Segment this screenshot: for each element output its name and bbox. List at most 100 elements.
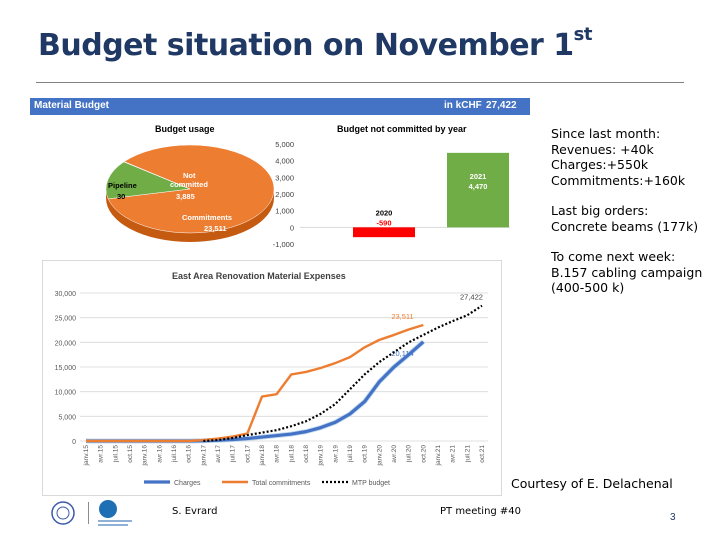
pie-slice — [123, 161, 191, 190]
x-tick-label: juil.17 — [230, 445, 237, 463]
bar-value-label: 4,470 — [469, 182, 488, 191]
east-area-expenses-line-chart: East Area Renovation Material Expenses 3… — [42, 260, 502, 496]
x-tick-label: avr.18 — [274, 445, 281, 463]
x-tick-label: oct.16 — [186, 445, 193, 463]
footer-author: S. Evrard — [172, 506, 218, 517]
en-logo-circle — [99, 500, 117, 518]
x-tick-label: janv.21 — [435, 445, 442, 467]
note-block-since-last-month: Since last month: Revenues: +40k Charges… — [551, 126, 716, 188]
pie-slice — [107, 144, 275, 234]
courtesy-credit: Courtesy of E. Delachenal — [511, 476, 673, 491]
note-line: To come next week: — [551, 249, 676, 264]
panel-header-total: 27,422 — [486, 100, 517, 111]
slide-title: Budget situation on November 1st — [38, 24, 592, 63]
x-tick-label: avr.19 — [332, 445, 339, 463]
panel-header-label: Material Budget — [34, 100, 110, 111]
legend-label: Total commitments — [252, 480, 311, 487]
x-tick-label: janv.20 — [376, 445, 383, 467]
budget-usage-pie-chart: Budget usage Commitments 23,511 Notcommitt… — [105, 124, 275, 242]
en-logo-subtitle-bar — [98, 520, 132, 522]
data-label: 27,422 — [460, 293, 483, 302]
bar-value-label: -590 — [376, 218, 391, 227]
note-line: Since last month: — [551, 126, 661, 141]
x-tick-label: avr.15 — [98, 445, 105, 463]
x-tick-label: avr.16 — [156, 445, 163, 463]
title-divider — [36, 82, 684, 83]
y-tick-label: 0 — [72, 439, 76, 446]
line-title: East Area Renovation Material Expenses — [172, 271, 346, 281]
note-line: (400-500 k) — [551, 280, 625, 295]
x-tick-label: avr.21 — [450, 445, 457, 463]
x-tick-label: juil.15 — [112, 445, 119, 463]
data-label: 20,114 — [391, 349, 413, 358]
slide-title-main: Budget situation on November 1 — [38, 28, 574, 63]
y-tick-label: 30,000 — [55, 291, 77, 298]
y-tick-label: 5,000 — [58, 414, 76, 421]
pie-label: 3,885 — [176, 192, 195, 201]
x-tick-label: oct.15 — [127, 445, 134, 463]
footer-logo-divider — [88, 502, 89, 524]
cern-logo-ring — [51, 501, 75, 525]
bar-y-tick-label: 1,000 — [275, 207, 294, 216]
x-tick-label: oct.17 — [244, 445, 251, 463]
cern-logo-inner — [56, 506, 70, 520]
legend-label: MTP budget — [352, 480, 390, 487]
notes-panel: Since last month: Revenues: +40k Charges… — [551, 126, 716, 311]
note-line: Last big orders: — [551, 203, 649, 218]
x-tick-label: oct.21 — [479, 445, 486, 463]
note-line: B.157 cabling campaign — [551, 264, 703, 280]
note-line: Revenues: +40k — [551, 141, 654, 157]
pie-title: Budget usage — [155, 124, 215, 134]
x-tick-label: oct.19 — [362, 445, 369, 463]
x-tick-label: janv.19 — [318, 445, 325, 467]
page-number: 3 — [670, 512, 676, 523]
pie-label: Not — [183, 171, 196, 180]
y-tick-label: 10,000 — [55, 390, 77, 397]
x-tick-label: avr.20 — [391, 445, 398, 463]
pie-label: 30 — [117, 192, 125, 201]
en-department-logo — [98, 500, 132, 526]
y-tick-label: 15,000 — [55, 365, 77, 372]
note-block-last-orders: Last big orders: Concrete beams (177k) — [551, 203, 716, 234]
x-tick-label: juil.21 — [464, 445, 471, 463]
x-tick-label: juil.20 — [406, 445, 413, 463]
bar-y-tick-label: 3,000 — [275, 173, 294, 182]
en-logo-subtitle-bar — [98, 524, 128, 526]
series-line — [203, 304, 483, 443]
pie-label: committed — [170, 180, 208, 189]
note-line: Charges:+550k — [551, 157, 649, 172]
x-tick-label: juil.18 — [288, 445, 295, 463]
slide-title-superscript: st — [573, 24, 593, 45]
bar-y-tick-label: -1,000 — [273, 240, 294, 248]
note-line: Commitments:+160k — [551, 172, 686, 188]
y-tick-label: 20,000 — [55, 340, 77, 347]
pie-label: Pipeline — [108, 181, 137, 190]
x-tick-label: janv.15 — [83, 445, 90, 467]
x-tick-label: oct.18 — [303, 445, 310, 463]
note-line: Concrete beams (177k) — [551, 218, 699, 234]
pie-label: Commitments — [182, 213, 232, 222]
cern-logo — [51, 501, 75, 525]
pie-slice — [105, 161, 191, 200]
x-tick-label: juil.16 — [171, 445, 178, 463]
footer-meeting: PT meeting #40 — [440, 506, 522, 517]
panel-header: Material Budget in kCHF 27,422 — [30, 98, 530, 115]
budget-not-committed-bar-chart: Budget not committed by year 5,000 4,000 3… — [273, 124, 510, 248]
data-label: 23,511 — [391, 312, 413, 321]
bar-category-label: 2021 — [470, 172, 487, 181]
pie-label: 23,511 — [204, 224, 227, 233]
note-block-next-week: To come next week: B.157 cabling campaig… — [551, 249, 716, 296]
bar — [447, 152, 509, 228]
bar-y-tick-label: 0 — [290, 223, 294, 232]
panel-header-unit: in kCHF — [444, 100, 482, 111]
bar-y-tick-label: 4,000 — [275, 157, 294, 166]
bar-y-tick-label: 5,000 — [275, 140, 294, 149]
bar-category-label: 2020 — [376, 208, 393, 217]
line-chart-frame — [42, 260, 502, 496]
material-budget-panel: Material Budget in kCHF 27,422 Budget us… — [30, 98, 530, 248]
x-tick-label: janv.16 — [142, 445, 149, 467]
x-tick-label: oct.20 — [420, 445, 427, 463]
bar-title: Budget not committed by year — [337, 124, 467, 134]
x-tick-label: avr.17 — [215, 445, 222, 463]
x-tick-label: janv.17 — [200, 445, 207, 467]
